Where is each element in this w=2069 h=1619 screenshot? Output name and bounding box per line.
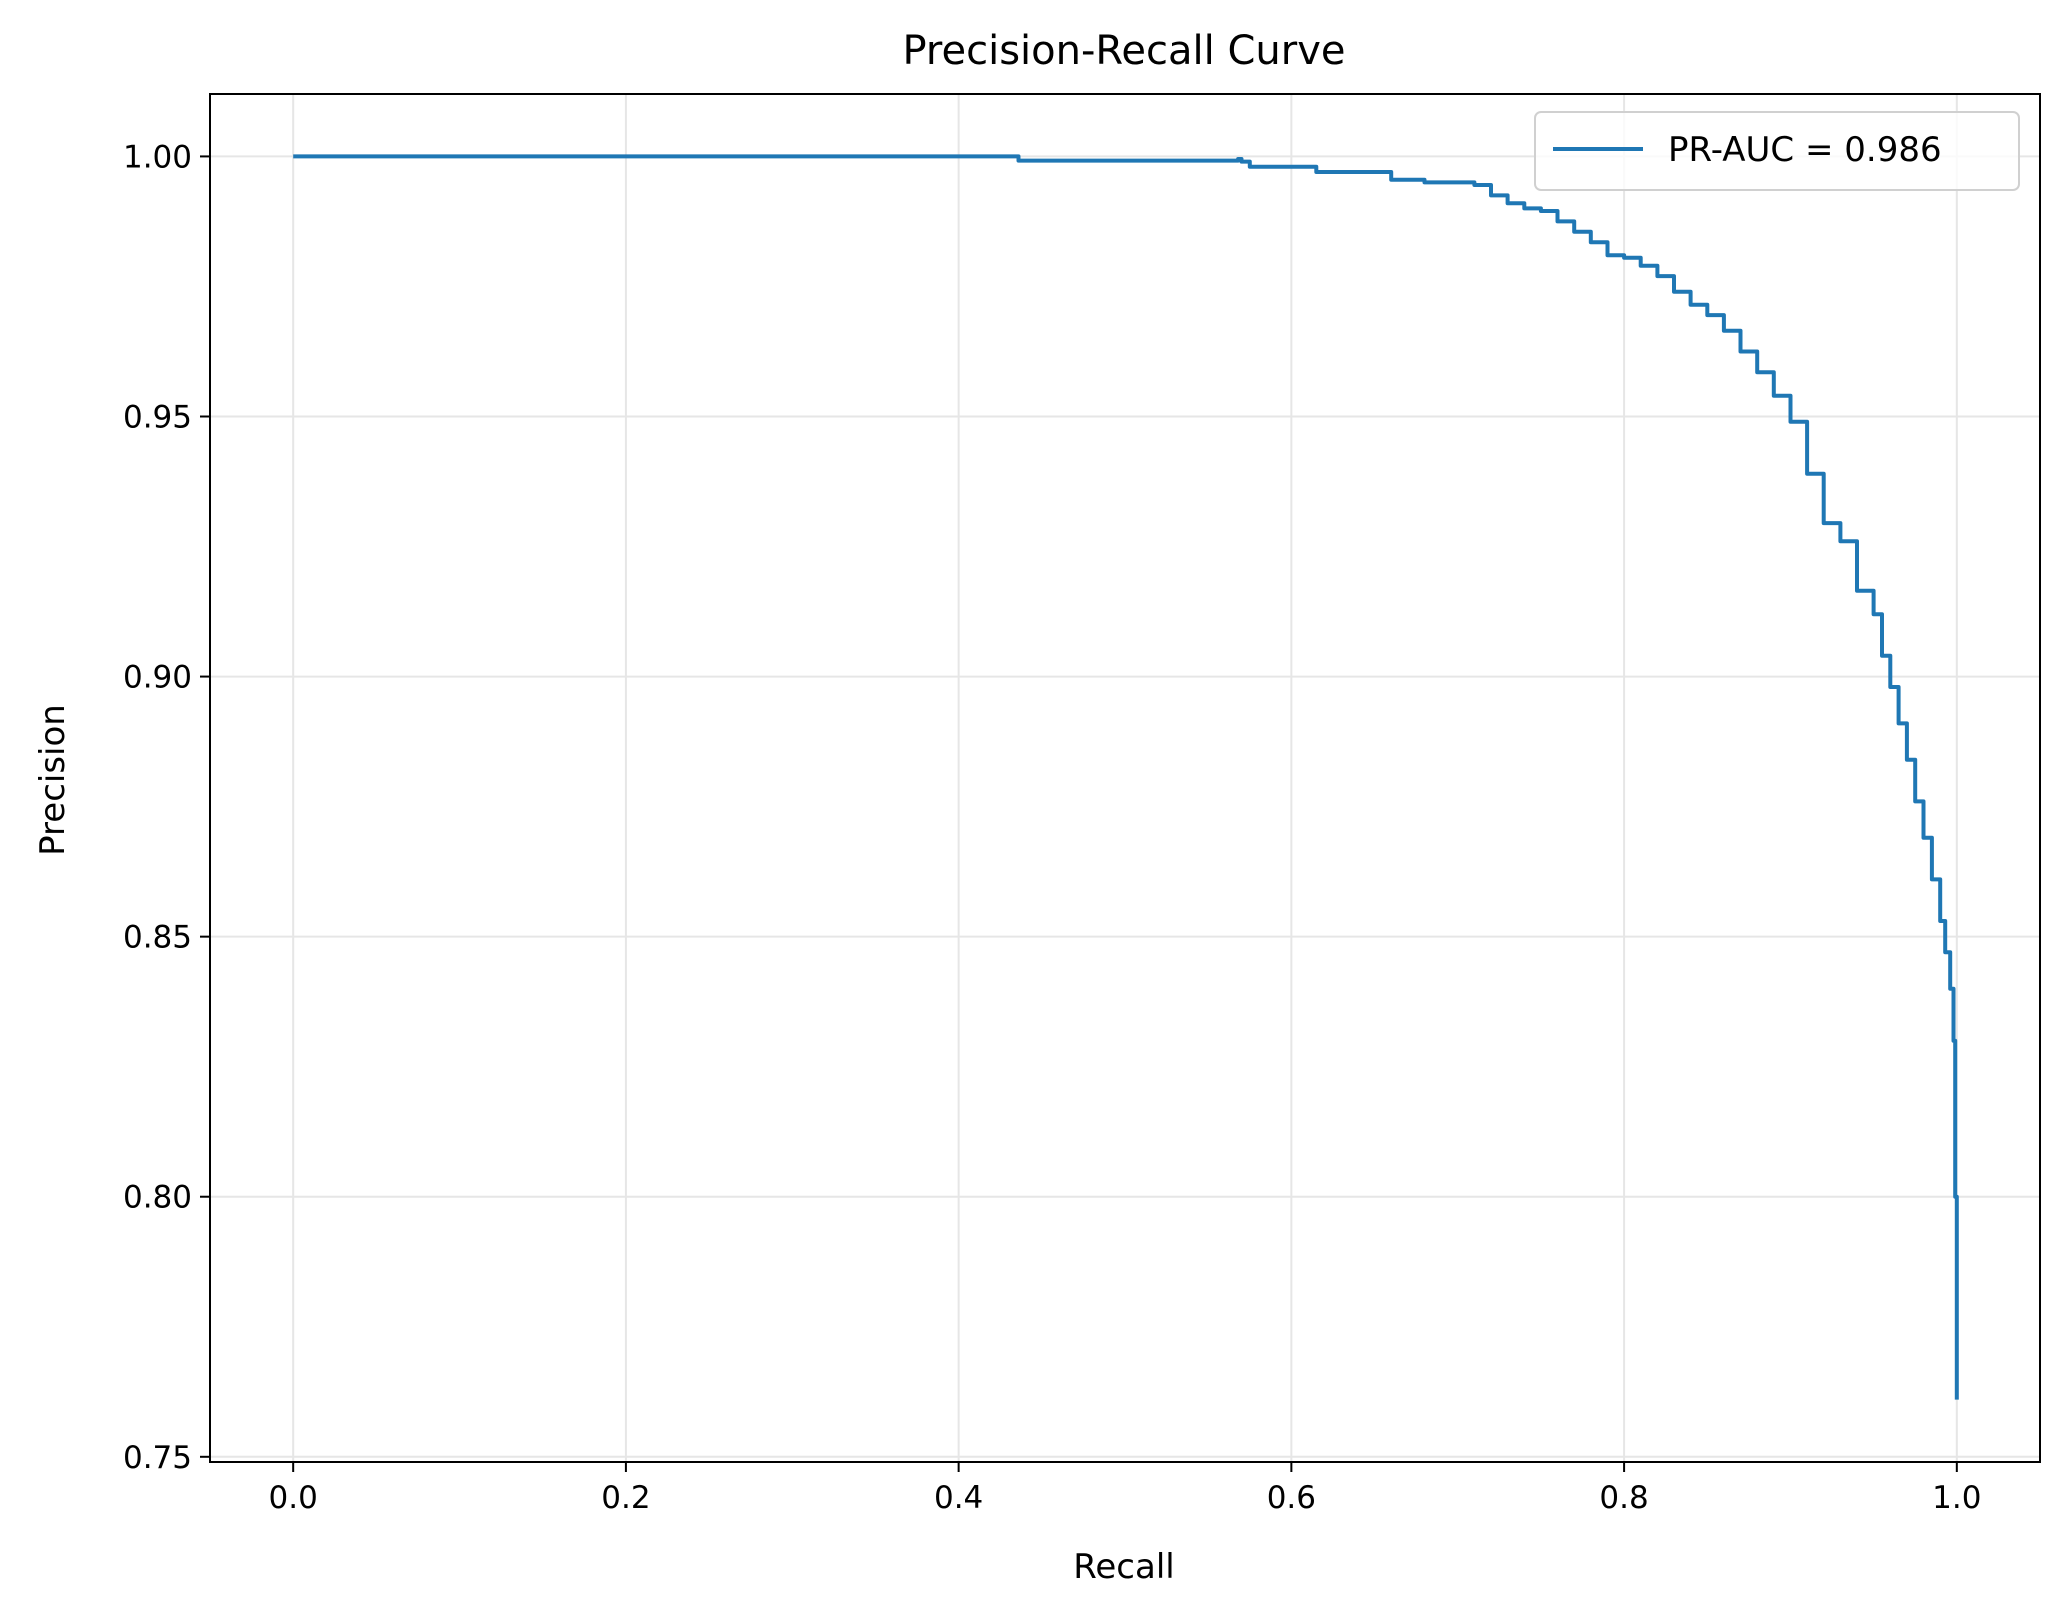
x-tick-label: 0.6 xyxy=(1267,1480,1316,1516)
legend-box xyxy=(1534,111,2020,191)
series-line xyxy=(293,154,1959,1400)
x-tick-label: 0.2 xyxy=(601,1480,650,1516)
axis-ticks: 0.0 0.2 0.4 0.6 0.8 1.0 0.75 0.80 0.85 0.90 0.95 1.… xyxy=(123,139,1982,1516)
x-tick-label: 0.0 xyxy=(269,1480,318,1516)
y-tick-label: 0.95 xyxy=(123,399,192,435)
x-tick-label: 1.0 xyxy=(1932,1480,1981,1516)
x-tick-label: 0.4 xyxy=(934,1480,983,1516)
series-layer xyxy=(293,154,1959,1400)
y-tick-label: 0.80 xyxy=(123,1180,192,1216)
y-tick-label: 0.75 xyxy=(123,1440,192,1476)
legend: PR-AUC = 0.986 xyxy=(1534,111,2020,191)
chart-title: Precision-Recall Curve xyxy=(903,28,1346,74)
x-tick-label: 0.8 xyxy=(1599,1480,1648,1516)
plot-frame xyxy=(209,93,2041,1463)
y-tick-label: 0.85 xyxy=(123,920,192,956)
grid-lines xyxy=(210,94,2040,1462)
legend-label: PR-AUC = 0.986 xyxy=(1668,130,1942,170)
y-tick-label: 1.00 xyxy=(123,139,192,175)
y-axis-label: Precision xyxy=(33,704,73,856)
y-tick-label: 0.90 xyxy=(123,660,192,696)
x-axis-label: Recall xyxy=(1073,1547,1174,1587)
